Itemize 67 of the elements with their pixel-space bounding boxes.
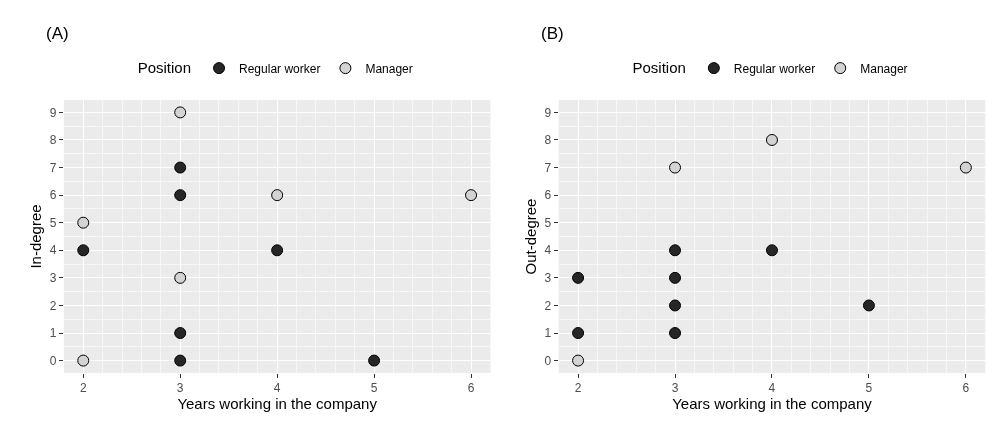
legend-label: Manager	[860, 61, 908, 76]
x-tick-label: 3	[671, 381, 679, 396]
y-tick-label: 6	[49, 188, 57, 203]
point	[77, 216, 90, 229]
y-tick-label: 1	[49, 326, 57, 341]
point	[572, 354, 585, 367]
y-tick-label: 5	[544, 215, 552, 230]
y-tick-label: 2	[49, 298, 57, 313]
point	[862, 299, 875, 312]
x-axis-title: Years working in the company	[672, 395, 873, 413]
x-tick-label: 5	[865, 381, 873, 396]
chart-title: (B)	[541, 24, 564, 43]
point	[174, 271, 187, 284]
x-tick-label: 2	[574, 381, 582, 396]
y-tick-label: 2	[544, 298, 552, 313]
legend-label: Regular worker	[733, 61, 816, 76]
point	[765, 133, 778, 146]
y-tick-label: 5	[49, 215, 57, 230]
x-tick-label: 6	[962, 381, 970, 396]
legend-label: Manager	[365, 61, 413, 76]
point	[271, 189, 284, 202]
point	[174, 106, 187, 119]
chart-title: (A)	[46, 24, 69, 43]
y-tick-label: 0	[544, 353, 552, 368]
legend-title: Position	[137, 59, 192, 77]
point	[77, 244, 90, 257]
x-tick-label: 3	[176, 381, 184, 396]
x-tick-label: 2	[79, 381, 87, 396]
point	[765, 244, 778, 257]
point	[669, 161, 682, 174]
point	[174, 354, 187, 367]
y-tick-label: 4	[49, 243, 57, 258]
y-tick-label: 8	[544, 133, 552, 148]
point	[669, 244, 682, 257]
x-tick-label: 6	[467, 381, 475, 396]
y-tick-label: 7	[49, 160, 57, 175]
y-axis-title: Out-degree	[521, 198, 539, 275]
x-tick-label: 4	[273, 381, 281, 396]
y-tick-label: 6	[544, 188, 552, 203]
x-axis-title: Years working in the company	[177, 395, 378, 413]
y-tick-label: 4	[544, 243, 552, 258]
y-tick-label: 8	[49, 133, 57, 148]
point	[368, 354, 381, 367]
point	[174, 161, 187, 174]
y-tick-label: 0	[49, 353, 57, 368]
point	[174, 189, 187, 202]
y-tick-label: 1	[544, 326, 552, 341]
point	[271, 244, 284, 257]
point	[174, 327, 187, 340]
legend-title: Position	[632, 59, 686, 77]
point	[572, 327, 585, 340]
y-tick-label: 3	[49, 271, 57, 286]
x-tick-label: 4	[768, 381, 776, 396]
point	[572, 271, 585, 284]
legend-label: Regular worker	[239, 61, 321, 76]
x-tick-label: 5	[370, 381, 378, 396]
y-tick-label: 7	[544, 160, 552, 175]
point	[669, 299, 682, 312]
y-tick-label: 3	[544, 271, 552, 286]
point	[669, 271, 682, 284]
point	[77, 354, 90, 367]
point	[465, 189, 478, 202]
y-tick-label: 9	[544, 105, 552, 120]
point	[669, 327, 682, 340]
y-axis-title: In-degree	[27, 204, 45, 269]
y-tick-label: 9	[49, 105, 57, 120]
point	[959, 161, 972, 174]
